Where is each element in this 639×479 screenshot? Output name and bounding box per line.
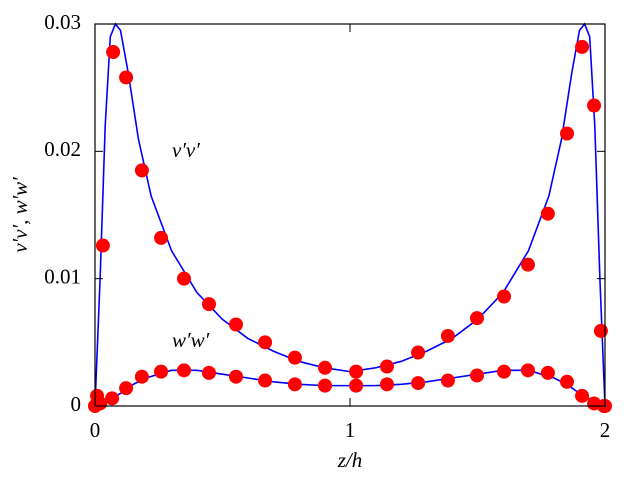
y-tick-label: 0.01 — [44, 264, 81, 288]
data-point — [95, 238, 110, 253]
data-point — [318, 360, 333, 375]
data-point — [411, 376, 426, 391]
data-point — [258, 373, 273, 388]
data-point — [318, 378, 333, 393]
data-point — [560, 374, 575, 389]
data-point — [497, 364, 512, 379]
x-tick-label: 0 — [90, 418, 101, 442]
x-axis-label: z/h — [337, 448, 363, 472]
data-point — [105, 391, 120, 406]
data-point — [520, 257, 535, 272]
x-tick-label: 2 — [600, 418, 611, 442]
data-point — [229, 369, 244, 384]
data-point — [440, 328, 455, 343]
data-point — [287, 350, 302, 365]
data-point — [411, 345, 426, 360]
data-point — [540, 206, 555, 221]
data-point — [379, 359, 394, 374]
data-point — [154, 230, 169, 245]
data-point — [134, 369, 149, 384]
data-point — [201, 297, 216, 312]
data-point — [106, 45, 121, 60]
y-axis-label: v′v′, w′w′ — [8, 177, 32, 253]
y-tick-label: 0.03 — [44, 10, 81, 34]
data-point — [440, 373, 455, 388]
data-point — [540, 365, 555, 380]
data-point — [119, 381, 134, 396]
data-point — [593, 323, 608, 338]
annotation: v′v′ — [172, 138, 200, 162]
data-point — [575, 39, 590, 54]
data-point — [154, 364, 169, 379]
data-point — [229, 317, 244, 332]
data-point — [93, 396, 108, 411]
x-tick-label: 1 — [345, 418, 356, 442]
data-point — [469, 368, 484, 383]
data-point — [469, 311, 484, 326]
data-point — [587, 98, 602, 113]
data-point — [349, 378, 364, 393]
data-point — [176, 271, 191, 286]
y-tick-label: 0.02 — [44, 137, 81, 161]
data-point — [176, 363, 191, 378]
data-point — [520, 363, 535, 378]
data-point — [379, 377, 394, 392]
data-point — [497, 289, 512, 304]
data-point — [287, 377, 302, 392]
annotation: w′w′ — [172, 328, 210, 352]
data-point — [560, 126, 575, 141]
data-point — [119, 70, 134, 85]
data-point — [349, 364, 364, 379]
data-point — [587, 396, 602, 411]
data-point — [575, 388, 590, 403]
data-point — [134, 163, 149, 178]
data-point — [201, 365, 216, 380]
y-tick-label: 0 — [71, 392, 82, 416]
data-point — [258, 335, 273, 350]
